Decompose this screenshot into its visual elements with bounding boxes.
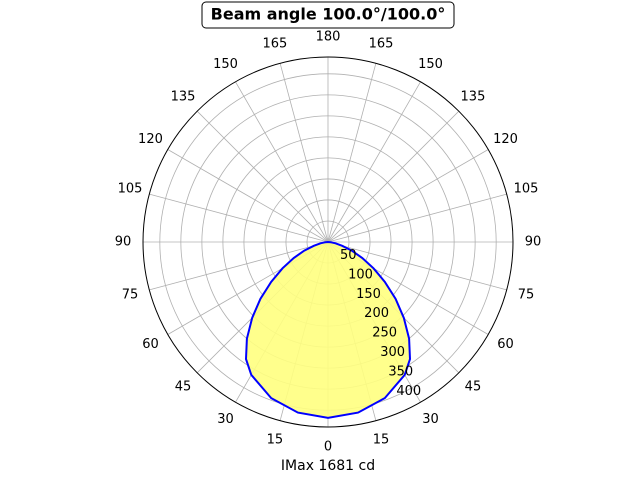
grid-spoke [327,149,489,243]
angle-tick-label: 30 [422,412,439,427]
grid-spoke [196,110,329,243]
grid-spoke [149,193,329,243]
angle-tick-label: 90 [115,235,132,250]
angle-tick-label: 105 [514,181,539,196]
grid-spoke [235,81,329,243]
grid-spoke [279,63,329,243]
angle-tick-label: 30 [217,412,234,427]
angle-tick-label: 165 [263,36,288,51]
chart-title: Beam angle 100.0°/100.0° [211,5,446,24]
angle-tick-label: 15 [267,433,284,448]
angle-tick-label: 45 [465,379,482,394]
radial-tick-label: 300 [380,345,405,360]
line [244,240,412,419]
angle-tick-label: 150 [418,57,443,72]
angle-tick-label: 135 [171,90,196,105]
angle-tick-label: 150 [213,57,238,72]
angle-tick-label: 75 [518,288,535,303]
angle-tick-label: 120 [138,132,163,147]
radial-tick-label: 400 [396,384,421,399]
angle-tick-label: 90 [525,235,542,250]
x-axis-label: IMax 1681 cd [281,458,375,474]
angle-tick-label: 45 [175,379,192,394]
grid-spoke [327,241,507,291]
grid-spoke [149,241,329,291]
radial-tick-label: 100 [348,267,373,282]
angle-tick-label: 165 [369,36,394,51]
angle-tick-label: 15 [373,433,390,448]
radial-tick-label: 350 [388,364,413,379]
grid-spoke [327,81,421,243]
polar-frame [142,56,514,428]
radial-tick-label: 200 [364,306,389,321]
radial-tick-label: 250 [372,326,397,341]
radial-tick-label: 50 [340,248,357,263]
angle-tick-label: 60 [142,337,159,352]
angle-tick-label: 105 [118,181,143,196]
angle-tick-label: 180 [316,30,341,45]
angle-tick-label: 75 [122,288,139,303]
grid-spoke [327,193,507,243]
grid-spoke [167,149,329,243]
angle-tick-label: 120 [493,132,518,147]
radial-tick-label: 150 [356,287,381,302]
area [246,242,410,418]
angle-tick-label: 0 [324,440,332,455]
grid-spoke [327,63,377,243]
title-box [201,1,455,29]
grid-spoke [327,110,460,243]
angle-tick-label: 60 [497,337,514,352]
angle-tick-label: 135 [461,90,486,105]
